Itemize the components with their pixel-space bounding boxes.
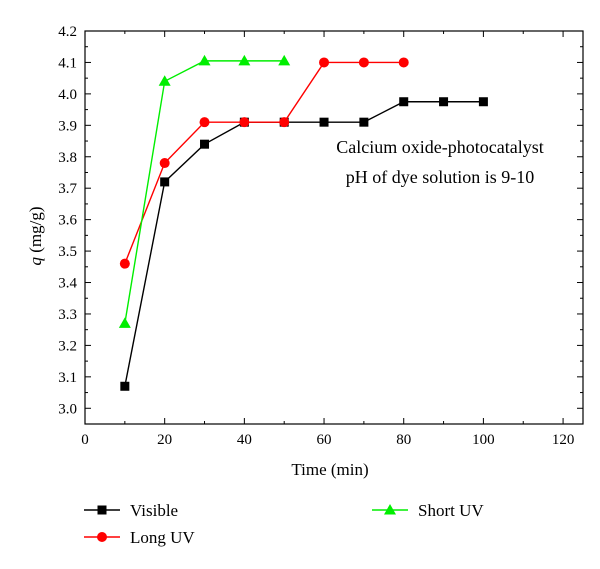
y-tick-label: 3.5 xyxy=(58,244,77,260)
data-point-long-uv xyxy=(159,158,170,169)
data-point-long-uv xyxy=(119,258,130,269)
data-point-visible xyxy=(160,177,170,187)
data-point-long-uv xyxy=(398,57,409,68)
legend-label-long-uv: Long UV xyxy=(130,528,195,547)
annotation-line-1: Calcium oxide-photocatalyst xyxy=(336,137,543,157)
y-tick-label: 3.1 xyxy=(58,370,77,386)
axis-titles: Time (min) q (mg/g) xyxy=(26,206,369,479)
x-tick-label: 120 xyxy=(552,432,575,448)
x-tick-label: 0 xyxy=(81,432,89,448)
data-point-visible xyxy=(359,117,369,127)
series-long-uv xyxy=(119,57,409,269)
legend-marker-short-uv xyxy=(384,504,396,515)
data-point-short-uv xyxy=(238,54,251,66)
y-tick-label: 3.8 xyxy=(58,150,77,166)
data-point-short-uv xyxy=(198,54,211,66)
y-tick-label: 3.7 xyxy=(58,181,77,197)
data-point-visible xyxy=(120,381,130,391)
data-point-visible xyxy=(319,117,329,127)
data-point-visible xyxy=(399,97,409,107)
plot-frame xyxy=(84,30,584,425)
axis-ticks: 0 20 40 60 80 100 120 3.0 3.1 3.2 3.3 3.4 3.5 3.6 3.7 3… xyxy=(58,24,583,448)
series-line-long-uv xyxy=(124,61,404,264)
series-layer xyxy=(118,54,488,391)
annotation-line-2: pH of dye solution is 9-10 xyxy=(346,167,535,187)
data-point-visible xyxy=(439,97,449,107)
data-point-long-uv xyxy=(279,117,290,128)
series-line-visible xyxy=(124,101,484,387)
plot-border xyxy=(84,30,584,425)
legend-item-visible: Visible xyxy=(84,501,178,520)
x-tick-label: 20 xyxy=(157,432,172,448)
y-axis-title-unit: (mg/g) xyxy=(26,206,45,257)
y-tick-label: 3.6 xyxy=(58,213,77,229)
y-tick-label: 3.9 xyxy=(58,118,77,134)
data-point-visible xyxy=(478,97,488,107)
y-tick-label: 4.0 xyxy=(58,87,77,103)
x-tick-label: 40 xyxy=(237,432,252,448)
y-tick-label: 4.2 xyxy=(58,24,77,40)
data-point-long-uv xyxy=(239,117,250,128)
annotation-layer: Calcium oxide-photocatalyst pH of dye so… xyxy=(336,137,543,187)
series-short-uv xyxy=(118,54,291,328)
legend: Visible Long UV Short UV xyxy=(84,501,484,547)
x-tick-label: 80 xyxy=(396,432,411,448)
data-point-long-uv xyxy=(319,57,330,68)
y-tick-label: 4.1 xyxy=(58,55,77,71)
legend-item-short-uv: Short UV xyxy=(372,501,484,520)
x-axis-title: Time (min) xyxy=(291,460,368,479)
y-tick-label: 3.2 xyxy=(58,338,77,354)
legend-label-visible: Visible xyxy=(130,501,178,520)
legend-marker-long-uv xyxy=(97,532,107,542)
y-tick-label: 3.0 xyxy=(58,401,77,417)
legend-marker-visible xyxy=(97,505,107,515)
data-point-short-uv xyxy=(278,54,291,66)
x-tick-label: 100 xyxy=(472,432,495,448)
y-axis-title: q (mg/g) xyxy=(26,206,45,265)
data-point-long-uv xyxy=(199,117,210,128)
data-point-short-uv xyxy=(118,317,131,328)
data-point-visible xyxy=(200,139,210,149)
series-line-short-uv xyxy=(124,60,285,324)
y-tick-label: 3.3 xyxy=(58,307,77,323)
y-tick-label: 3.4 xyxy=(58,276,77,292)
legend-item-long-uv: Long UV xyxy=(84,528,195,547)
legend-label-short-uv: Short UV xyxy=(418,501,484,520)
x-tick-label: 60 xyxy=(317,432,332,448)
y-axis-title-symbol: q xyxy=(26,257,45,266)
data-point-long-uv xyxy=(358,57,369,68)
data-point-short-uv xyxy=(158,75,171,86)
